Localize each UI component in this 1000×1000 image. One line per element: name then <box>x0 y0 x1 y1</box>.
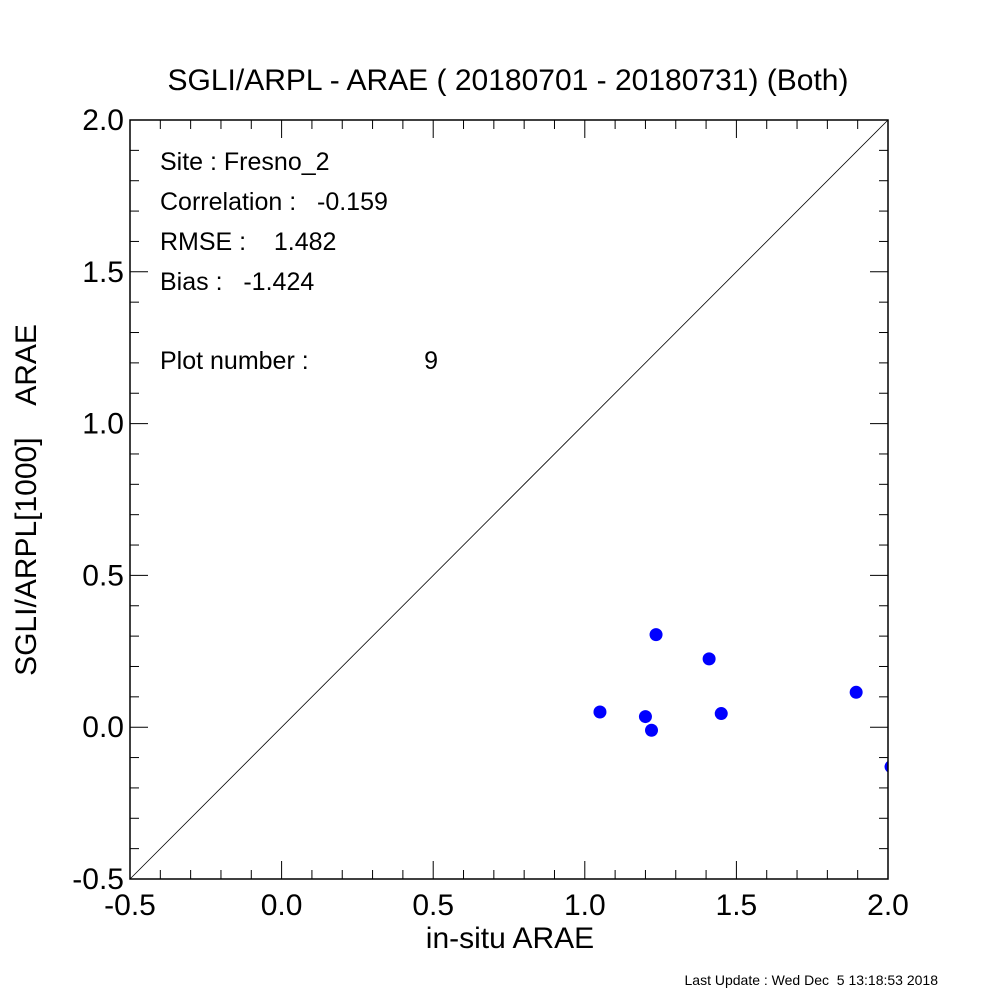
last-update-text: Last Update : Wed Dec 5 13:18:53 2018 <box>685 972 939 988</box>
x-tick-label: 0.0 <box>261 889 303 922</box>
y-tick-label: 0.5 <box>82 559 124 592</box>
data-point <box>714 707 728 721</box>
plot-number-value: 9 <box>424 347 438 375</box>
data-point <box>702 652 716 666</box>
one-to-one-line <box>129 119 889 880</box>
y-tick-label: 1.0 <box>82 408 124 441</box>
plot-number-label: Plot number : <box>160 347 309 375</box>
data-point <box>884 760 888 773</box>
x-axis-label: in-situ ARAE <box>426 922 594 955</box>
x-tick-label: 2.0 <box>867 889 909 922</box>
data-point <box>649 628 663 642</box>
site-annotation: Site : Fresno_2 <box>160 148 330 176</box>
y-tick-label: 2.0 <box>82 104 124 137</box>
y-tick-label: 1.5 <box>82 256 124 289</box>
axis-tick-labels: -0.5 0.0 0.5 1.0 1.5 2.0 -0.5 0.0 0.5 1.0 1.5 2.0 <box>72 104 909 922</box>
data-point <box>593 705 607 719</box>
x-tick-label: -0.5 <box>104 889 156 922</box>
chart-title: SGLI/ARPL - ARAE ( 20180701 - 20180731) … <box>168 64 849 97</box>
data-points <box>593 628 888 773</box>
y-tick-label: 0.0 <box>82 711 124 744</box>
correlation-annotation: Correlation : -0.159 <box>160 188 388 216</box>
y-axis-label: SGLI/ARPL[1000] ARAE <box>10 324 43 676</box>
rmse-annotation: RMSE : 1.482 <box>160 228 336 256</box>
plot-frame <box>129 119 889 880</box>
bias-annotation: Bias : -1.424 <box>160 268 314 296</box>
x-tick-label: 0.5 <box>412 889 454 922</box>
data-point <box>849 685 863 699</box>
data-point <box>645 723 659 737</box>
x-tick-label: 1.5 <box>716 889 758 922</box>
y-tick-label: -0.5 <box>72 863 124 896</box>
data-point <box>638 710 652 724</box>
stats-annotations: Site : Fresno_2 Correlation : -0.159 RMS… <box>160 148 438 375</box>
x-tick-label: 1.0 <box>564 889 606 922</box>
